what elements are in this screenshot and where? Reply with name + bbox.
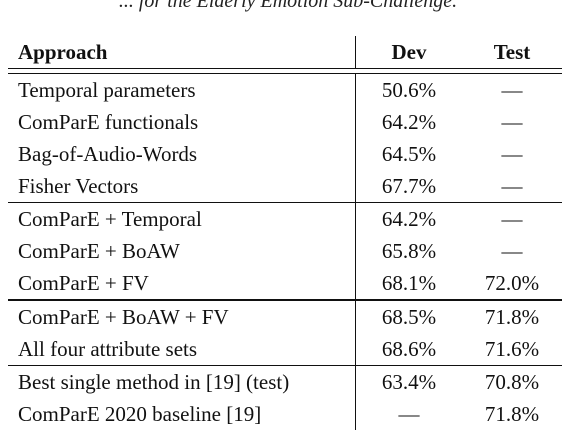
table-row: ComParE functionals 64.2% —	[8, 106, 562, 138]
row-dev: 64.2%	[355, 106, 462, 138]
table-row: Best single method in [19] (test) 63.4% …	[8, 366, 562, 398]
header-dev: Dev	[355, 36, 462, 68]
row-approach: ComParE + BoAW + FV	[18, 304, 229, 329]
row-test: —	[501, 238, 523, 263]
row-dev: 68.6%	[355, 333, 462, 365]
table-group-1: Temporal parameters 50.6% — ComParE func…	[8, 74, 562, 202]
table-row: Temporal parameters 50.6% —	[8, 74, 562, 106]
table-row: ComParE + Temporal 64.2% —	[8, 203, 562, 235]
row-approach: ComParE 2020 baseline [19]	[18, 401, 262, 426]
row-approach: Best single method in [19] (test)	[18, 369, 290, 394]
table-row: Fisher Vectors 67.7% —	[8, 170, 562, 202]
table-group-3: ComParE + BoAW + FV 68.5% 71.8% All four…	[8, 299, 562, 365]
row-approach: ComParE functionals	[18, 109, 199, 134]
row-test: 72.0%	[484, 270, 540, 295]
row-test: 71.8%	[484, 401, 540, 426]
row-test: 70.8%	[484, 369, 540, 394]
row-approach: Bag-of-Audio-Words	[18, 141, 198, 166]
row-test: —	[501, 206, 523, 231]
table-group-4: Best single method in [19] (test) 63.4% …	[8, 365, 562, 430]
row-approach: Temporal parameters	[18, 77, 196, 102]
row-dev: 64.2%	[355, 203, 462, 235]
header-test: Test	[493, 39, 531, 64]
table-row: ComParE + FV 68.1% 72.0%	[8, 267, 562, 299]
table-row: All four attribute sets 68.6% 71.6%	[8, 333, 562, 365]
row-dev: —	[355, 398, 462, 430]
row-test: 71.6%	[484, 336, 540, 361]
row-dev: 64.5%	[355, 138, 462, 170]
table-row: ComParE 2020 baseline [19] — 71.8%	[8, 398, 562, 430]
row-dev: 65.8%	[355, 235, 462, 267]
table-row: ComParE + BoAW + FV 68.5% 71.8%	[8, 301, 562, 333]
table-row: Bag-of-Audio-Words 64.5% —	[8, 138, 562, 170]
row-dev: 68.1%	[355, 267, 462, 299]
row-approach: ComParE + Temporal	[18, 206, 202, 231]
row-approach: All four attribute sets	[18, 336, 198, 361]
row-approach: ComParE + FV	[18, 270, 149, 295]
row-dev: 63.4%	[355, 366, 462, 398]
row-dev: 68.5%	[355, 301, 462, 333]
row-test: —	[501, 77, 523, 102]
table-caption: ... for the Elderly Emotion Sub-Challeng…	[118, 0, 458, 12]
row-approach: ComParE + BoAW	[18, 238, 180, 263]
results-table: Approach Dev Test Temporal parameters 50…	[8, 36, 562, 430]
table-row: ComParE + BoAW 65.8% —	[8, 235, 562, 267]
row-test: —	[501, 141, 523, 166]
row-dev: 67.7%	[355, 170, 462, 202]
row-test: 71.8%	[484, 304, 540, 329]
table-header-row: Approach Dev Test	[8, 36, 562, 68]
row-test: —	[501, 109, 523, 134]
header-approach: Approach	[18, 39, 108, 64]
header-double-rule	[8, 68, 562, 74]
row-test: —	[501, 173, 523, 198]
table-group-2: ComParE + Temporal 64.2% — ComParE + BoA…	[8, 202, 562, 299]
row-approach: Fisher Vectors	[18, 173, 139, 198]
row-dev: 50.6%	[355, 74, 462, 106]
